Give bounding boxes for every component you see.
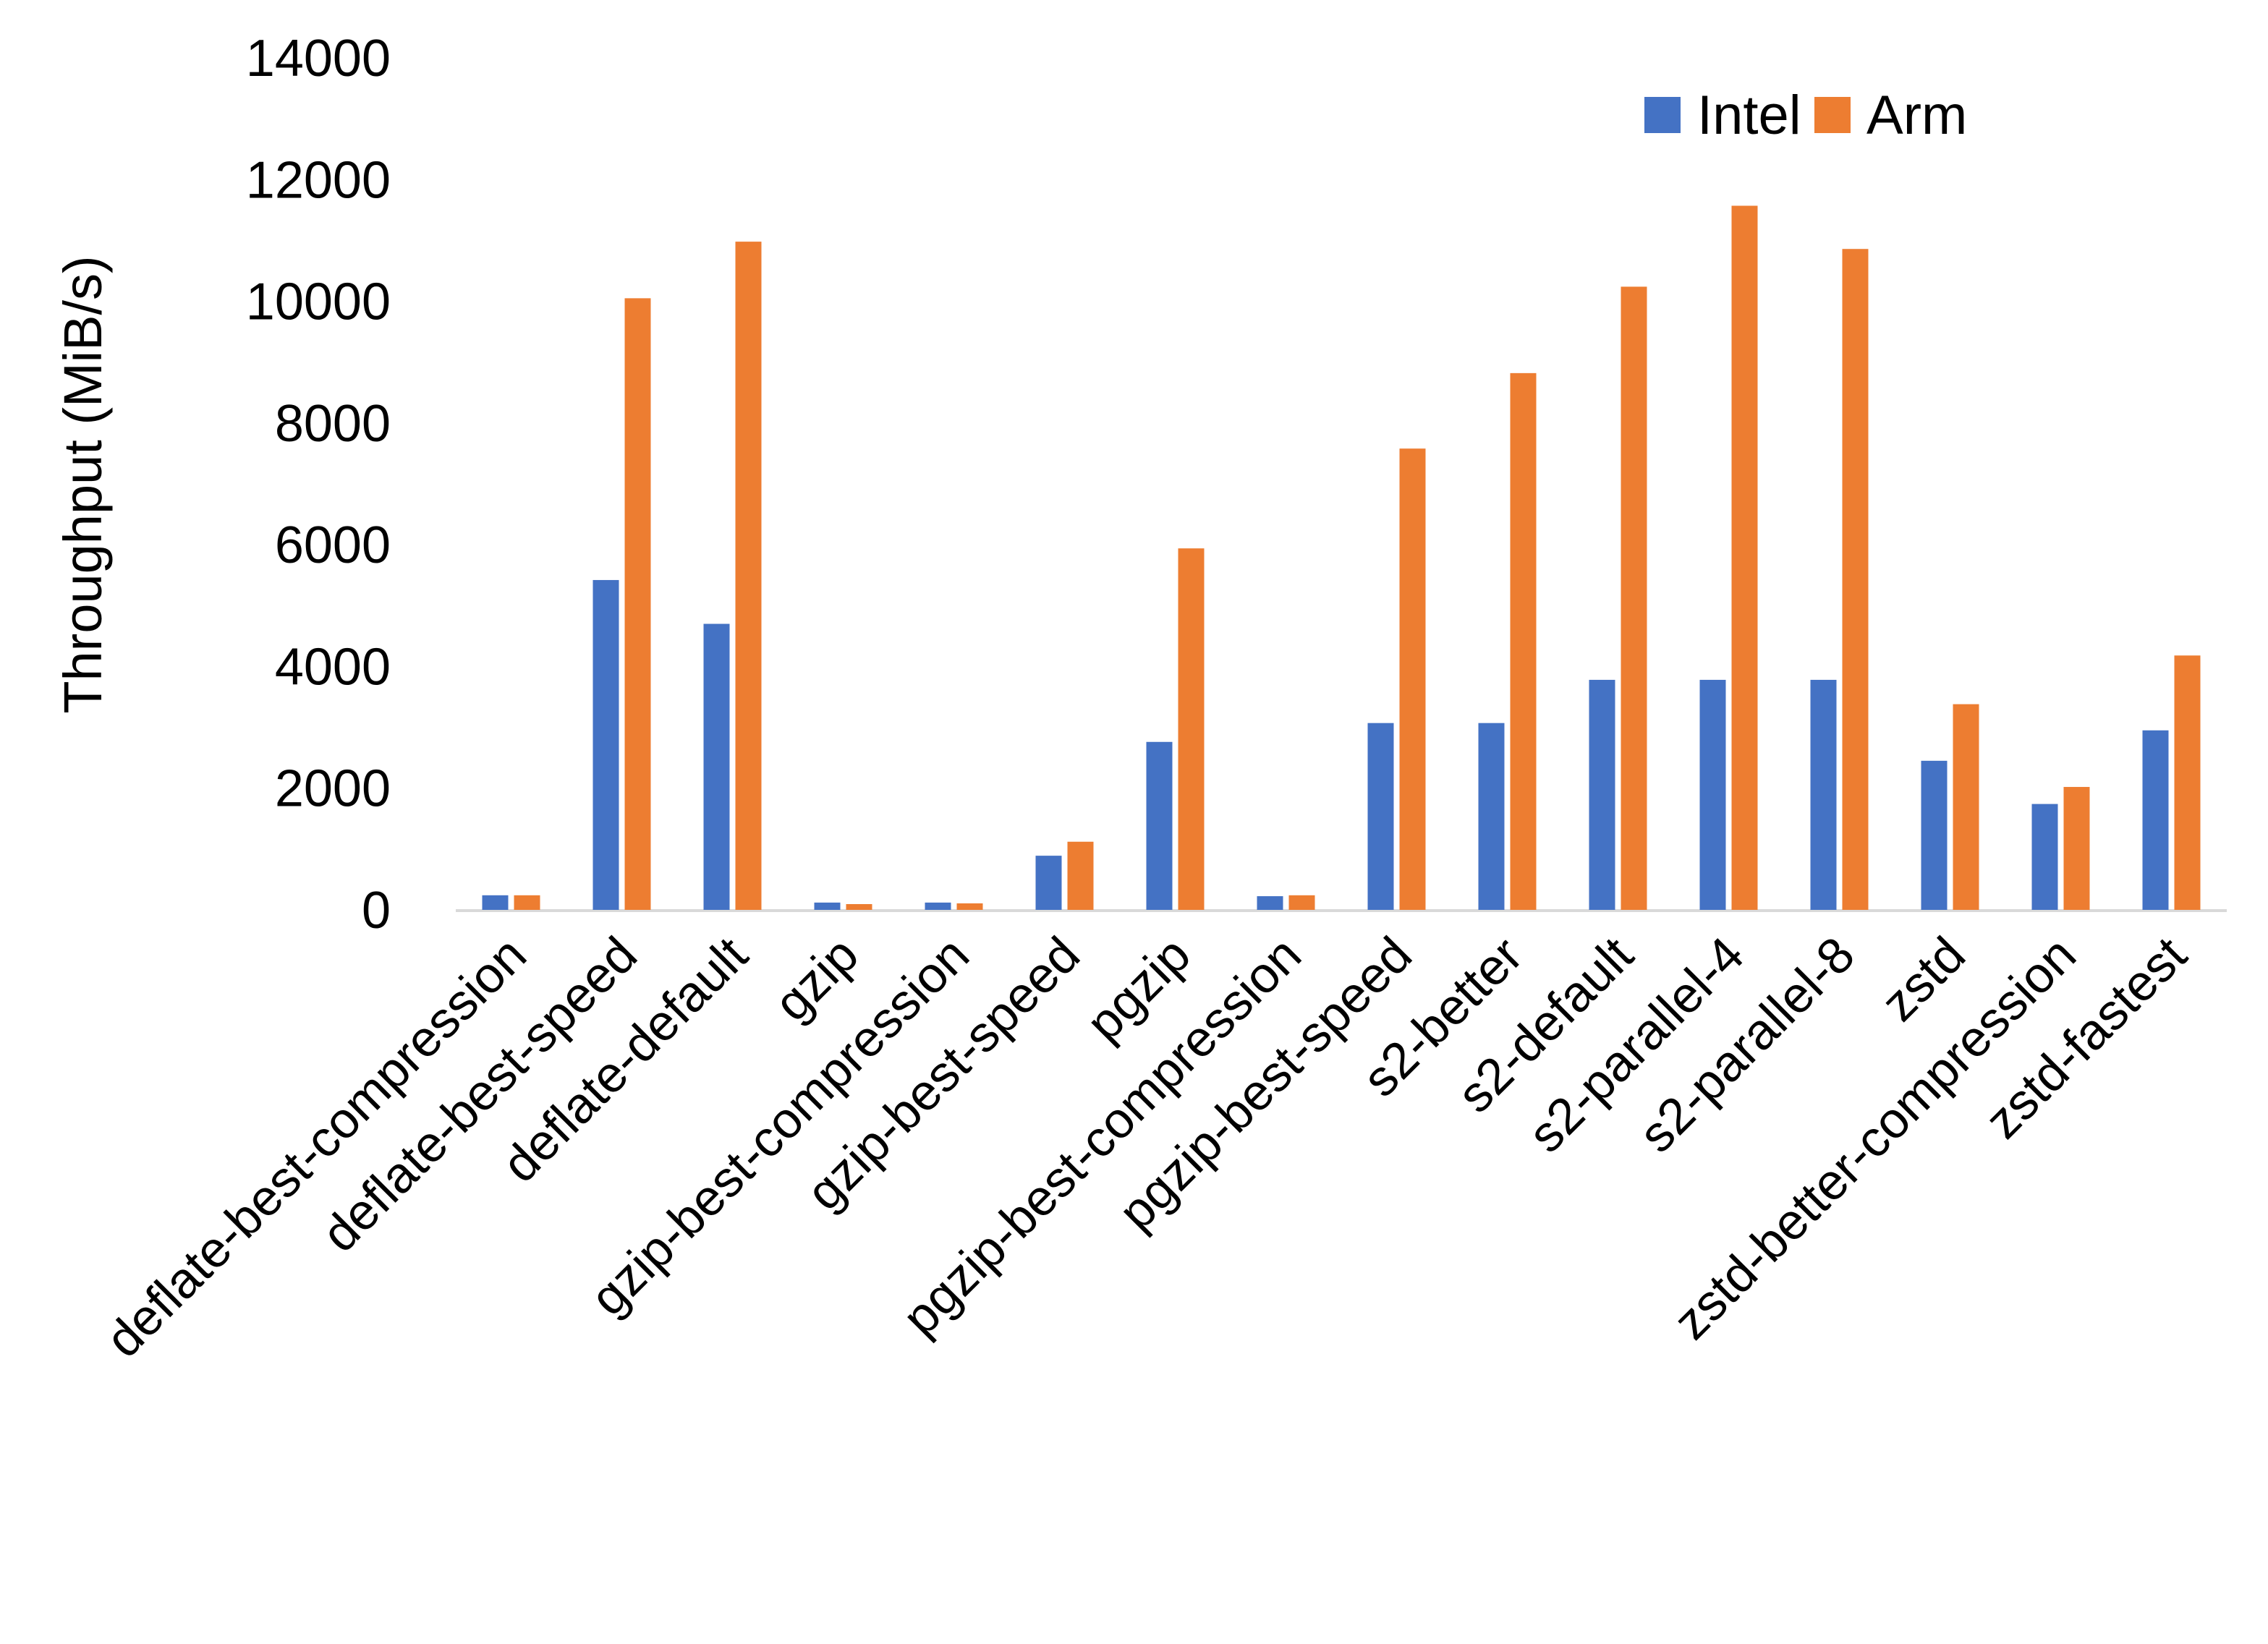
y-tick-label: 10000 xyxy=(246,273,391,331)
bar-intel-s2-parallel-4 xyxy=(1699,679,1726,910)
bar-intel-pgzip-best-compression xyxy=(1257,896,1283,910)
bar-intel-gzip-best-speed xyxy=(1035,856,1062,910)
bar-intel-s2-parallel-8 xyxy=(1810,679,1837,910)
y-tick-label: 12000 xyxy=(246,151,391,209)
bar-arm-deflate-default xyxy=(735,242,762,910)
bar-arm-gzip xyxy=(846,904,872,910)
y-tick-label: 2000 xyxy=(275,760,391,818)
bar-intel-gzip-best-compression xyxy=(925,902,951,910)
bar-intel-s2-better xyxy=(1478,723,1505,910)
bar-intel-s2-default xyxy=(1589,679,1615,910)
legend-swatch-intel xyxy=(1644,97,1681,133)
y-tick-label: 4000 xyxy=(275,638,391,696)
bar-intel-zstd-better-compression xyxy=(2031,804,2058,910)
bar-arm-gzip-best-speed xyxy=(1067,841,1094,910)
legend-label-intel: Intel xyxy=(1697,85,1801,146)
bar-intel-zstd xyxy=(1921,760,1948,910)
y-tick-label: 0 xyxy=(362,882,391,940)
bar-intel-pgzip xyxy=(1146,741,1173,910)
y-tick-label: 8000 xyxy=(275,395,391,453)
y-axis-title: Throughput (MiB/s) xyxy=(53,255,113,713)
legend-swatch-arm xyxy=(1814,97,1851,133)
legend-label-arm: Arm xyxy=(1866,85,1967,146)
bar-arm-pgzip xyxy=(1178,548,1205,910)
bar-intel-deflate-default xyxy=(703,623,730,910)
bar-arm-deflate-best-compression xyxy=(514,895,540,910)
bar-arm-gzip-best-compression xyxy=(956,903,983,910)
bar-arm-pgzip-best-compression xyxy=(1288,895,1315,910)
bar-intel-deflate-best-compression xyxy=(482,895,509,910)
y-tick-label: 6000 xyxy=(275,516,391,574)
bar-arm-s2-parallel-8 xyxy=(1842,249,1869,910)
bar-arm-zstd-fastest xyxy=(2174,655,2201,910)
bar-intel-pgzip-best-speed xyxy=(1367,723,1394,910)
bar-arm-pgzip-best-speed xyxy=(1399,448,1426,910)
bar-arm-zstd-better-compression xyxy=(2063,787,2090,910)
bar-intel-deflate-best-speed xyxy=(593,579,619,910)
x-axis-labels: deflate-best-compressiondeflate-best-spe… xyxy=(95,926,2197,1368)
bar-arm-s2-better xyxy=(1510,372,1537,910)
bar-intel-gzip xyxy=(814,902,841,910)
y-tick-label: 14000 xyxy=(246,30,391,88)
y-axis-ticks: 0 2000 4000 6000 8000 10000 12000 14000 xyxy=(246,30,391,940)
bar-arm-deflate-best-speed xyxy=(624,298,651,911)
x-tick-label: deflate-best-compression xyxy=(95,926,537,1368)
bar-arm-s2-parallel-4 xyxy=(1731,205,1758,910)
legend: Intel Arm xyxy=(1644,85,1967,146)
bars xyxy=(482,205,2201,911)
bar-intel-zstd-fastest xyxy=(2142,730,2169,910)
bar-arm-s2-default xyxy=(1621,286,1647,910)
bar-arm-zstd xyxy=(1953,704,1979,910)
